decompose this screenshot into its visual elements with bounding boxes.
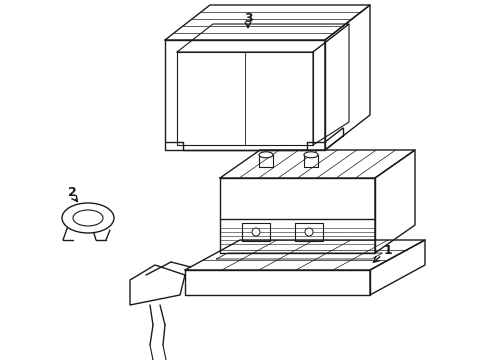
Ellipse shape bbox=[73, 210, 103, 226]
Ellipse shape bbox=[62, 203, 114, 233]
Polygon shape bbox=[185, 240, 425, 270]
Polygon shape bbox=[242, 223, 270, 241]
Ellipse shape bbox=[259, 152, 273, 158]
Circle shape bbox=[305, 228, 313, 236]
Polygon shape bbox=[370, 240, 425, 295]
Polygon shape bbox=[165, 5, 370, 40]
Polygon shape bbox=[295, 223, 323, 241]
Polygon shape bbox=[220, 150, 415, 178]
Circle shape bbox=[252, 228, 260, 236]
Polygon shape bbox=[325, 5, 370, 150]
Polygon shape bbox=[185, 270, 370, 295]
Text: 1: 1 bbox=[384, 243, 392, 256]
Polygon shape bbox=[259, 155, 273, 167]
Polygon shape bbox=[130, 265, 185, 305]
Polygon shape bbox=[165, 40, 325, 150]
Ellipse shape bbox=[304, 152, 318, 158]
Text: 3: 3 bbox=[244, 12, 252, 24]
Text: 2: 2 bbox=[68, 185, 76, 198]
Polygon shape bbox=[220, 178, 375, 253]
Polygon shape bbox=[375, 150, 415, 253]
Polygon shape bbox=[304, 155, 318, 167]
